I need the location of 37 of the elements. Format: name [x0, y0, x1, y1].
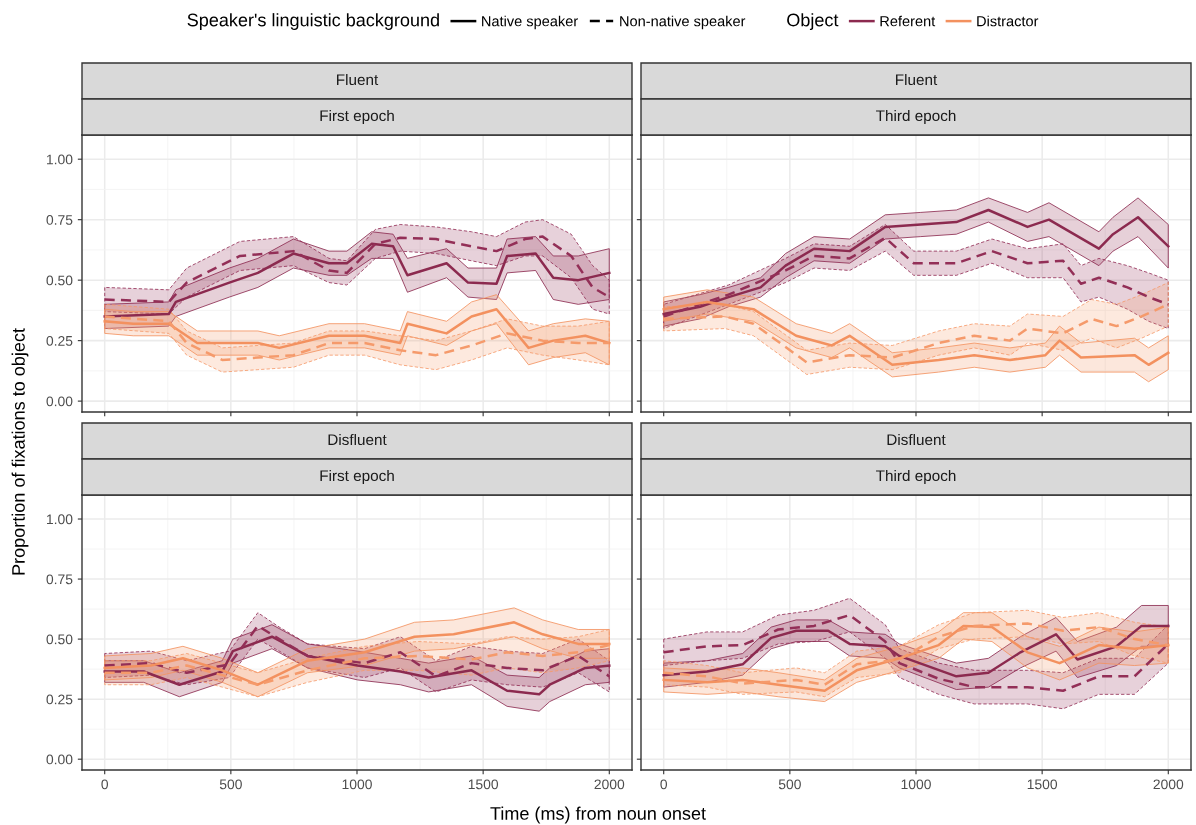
chart-title: Fluent	[896, 73, 938, 86]
x-tick-label: 1500	[1027, 779, 1058, 790]
x-tick-label: 2000	[1153, 779, 1184, 790]
text: Non-native speaker	[620, 15, 746, 30]
x-tick-label: 500	[219, 779, 242, 790]
y-tick-label: 1.00	[47, 514, 73, 525]
line-series	[103, 621, 611, 686]
y-tick-label: 0.25	[46, 694, 73, 705]
x-axis-title: Time (ms) from noun onset	[490, 806, 706, 824]
legend-label: Referent	[880, 15, 936, 27]
legend-label: Distractor	[977, 15, 1039, 27]
x-tick-label: 0	[101, 779, 109, 790]
chart-subtitle: First epoch	[320, 109, 394, 125]
x-tick-label: 500	[778, 779, 801, 790]
x-tick-label: 0	[660, 779, 668, 790]
text: Native speaker	[482, 15, 578, 30]
chart-subtitle: First epoch	[320, 469, 394, 485]
legend-title: Object	[787, 13, 839, 30]
chart-subtitle: Third epoch	[876, 109, 956, 125]
chart-subtitle: Third epoch	[876, 469, 956, 485]
chart-title: Disfluent	[887, 433, 946, 446]
y-tick-label: 0.50	[46, 275, 73, 286]
y-axis-title: Proportion of fixations to object	[11, 328, 29, 575]
chart-title: Fluent	[337, 73, 379, 86]
x-tick-label: 1000	[901, 779, 931, 790]
legend-title: Speaker's linguistic background	[187, 13, 439, 30]
y-tick-label: 0.00	[46, 396, 73, 407]
chart-title: Disfluent	[328, 433, 387, 446]
y-tick-label: 1.00	[47, 154, 73, 165]
y-tick-label: 0.25	[46, 335, 73, 346]
y-tick-label: 0.75	[46, 215, 73, 225]
x-tick-label: 1000	[342, 779, 372, 790]
x-tick-label: 1500	[468, 779, 499, 790]
y-tick-label: 0.50	[46, 634, 73, 645]
y-tick-label: 0.00	[46, 754, 73, 765]
x-tick-label: 2000	[594, 779, 625, 790]
y-tick-label: 0.75	[46, 574, 73, 585]
